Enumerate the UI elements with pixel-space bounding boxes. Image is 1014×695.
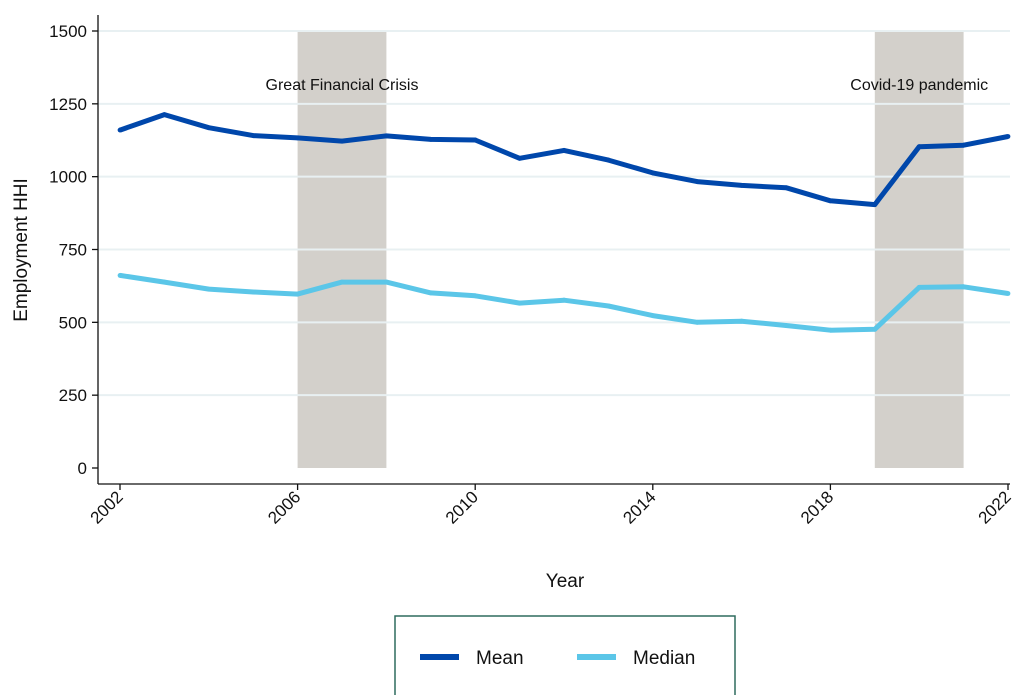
x-tick-label-1: 2006 — [264, 487, 304, 527]
period-annotations: Great Financial Crisis Covid-19 pandemic — [266, 77, 989, 94]
point-median-2020 — [916, 284, 922, 290]
point-mean-2011 — [517, 155, 522, 161]
legend-label-median: Median — [633, 648, 695, 669]
x-tick-label-0: 2002 — [87, 487, 127, 527]
point-mean-2009 — [428, 136, 434, 142]
point-mean-2012 — [561, 148, 567, 153]
point-mean-2016 — [739, 183, 744, 188]
point-median-2006 — [295, 291, 300, 297]
point-mean-2007 — [339, 138, 345, 144]
legend: Mean Median — [394, 615, 736, 695]
x-axis-title: Year — [546, 571, 585, 592]
point-median-2005 — [250, 289, 256, 295]
y-axis-title: Employment HHI — [11, 178, 32, 322]
point-mean-2010 — [472, 137, 478, 143]
point-mean-2013 — [606, 157, 611, 163]
point-mean-2017 — [783, 185, 789, 191]
series-lines — [117, 112, 1011, 333]
y-tick-label-6: 1500 — [49, 22, 87, 41]
point-mean-2002 — [117, 127, 123, 133]
point-median-2019 — [872, 326, 878, 332]
point-mean-2021 — [961, 142, 966, 148]
point-median-2009 — [428, 290, 434, 296]
point-mean-2004 — [206, 125, 212, 131]
point-mean-2019 — [872, 202, 878, 208]
y-axis-ticks: 0 250 500 750 1000 1250 1500 — [49, 22, 98, 478]
point-median-2008 — [384, 279, 389, 285]
point-median-2012 — [561, 297, 567, 303]
point-median-2022 — [1005, 291, 1011, 296]
point-median-2010 — [472, 293, 478, 299]
point-mean-2006 — [295, 135, 300, 141]
point-median-2014 — [650, 313, 656, 319]
point-median-2015 — [694, 319, 700, 325]
point-mean-2003 — [162, 112, 167, 118]
shaded-period-label-1: Covid-19 pandemic — [850, 77, 988, 94]
point-mean-2015 — [694, 179, 700, 185]
y-tick-label-1: 250 — [59, 386, 87, 405]
gridlines — [98, 30, 1010, 397]
x-axis-ticks: 2002 2006 2010 2014 2018 2022 — [87, 484, 1014, 528]
point-mean-2022 — [1005, 134, 1011, 139]
point-median-2018 — [828, 327, 833, 333]
y-tick-label-0: 0 — [78, 459, 87, 478]
point-median-2013 — [606, 303, 611, 309]
point-mean-2014 — [650, 170, 656, 176]
x-tick-label-3: 2014 — [619, 487, 659, 527]
point-median-2011 — [517, 300, 522, 306]
legend-label-mean: Mean — [476, 648, 524, 669]
y-tick-label-3: 750 — [59, 241, 87, 260]
y-tick-label-5: 1250 — [49, 95, 87, 114]
x-tick-label-5: 2022 — [975, 487, 1014, 527]
point-median-2004 — [206, 286, 212, 292]
x-tick-label-2: 2010 — [442, 487, 482, 527]
y-tick-label-2: 500 — [59, 313, 87, 332]
point-mean-2018 — [828, 198, 833, 204]
point-median-2021 — [961, 284, 966, 290]
point-mean-2005 — [250, 133, 256, 138]
point-median-2017 — [783, 323, 789, 328]
point-median-2003 — [162, 279, 167, 285]
point-median-2007 — [339, 279, 345, 285]
point-mean-2008 — [384, 133, 389, 139]
point-median-2016 — [739, 318, 744, 324]
y-tick-label-4: 1000 — [49, 168, 87, 187]
point-median-2002 — [117, 273, 123, 278]
x-tick-label-4: 2018 — [797, 487, 837, 527]
point-mean-2020 — [916, 144, 922, 150]
shaded-period-label-0: Great Financial Crisis — [266, 77, 419, 94]
